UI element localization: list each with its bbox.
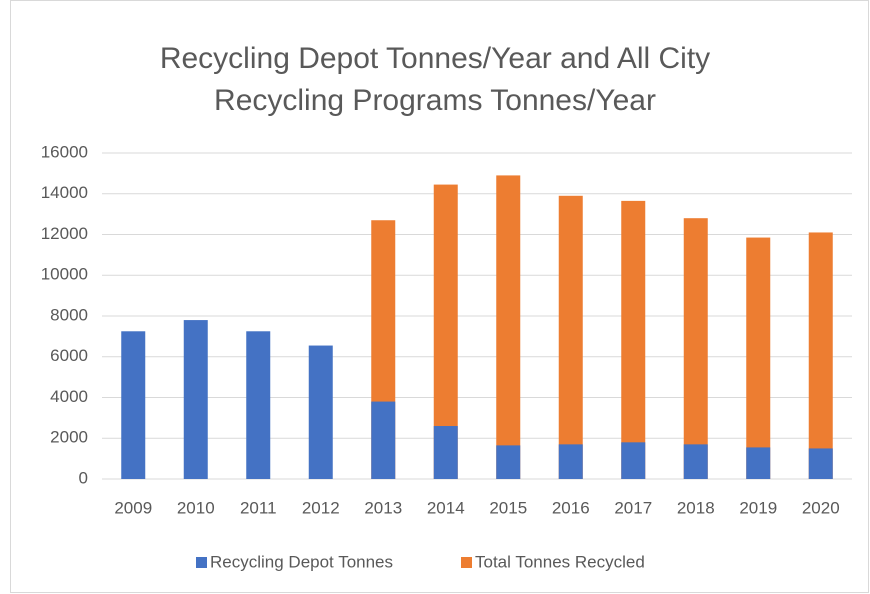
y-tick-label: 0 bbox=[79, 468, 88, 487]
legend-swatch bbox=[461, 557, 472, 568]
y-tick-label: 6000 bbox=[50, 346, 88, 365]
chart-title: Recycling Depot Tonnes/Year and All City… bbox=[159, 42, 711, 117]
x-tick-label: 2013 bbox=[364, 498, 402, 517]
x-tick-label: 2020 bbox=[802, 498, 840, 517]
y-tick-label: 14000 bbox=[41, 183, 88, 202]
bar bbox=[746, 237, 771, 479]
bar bbox=[683, 218, 708, 479]
bar bbox=[746, 447, 771, 479]
legend-label: Total Tonnes Recycled bbox=[475, 552, 645, 571]
y-tick-label: 12000 bbox=[41, 224, 88, 243]
y-tick-label: 16000 bbox=[41, 142, 88, 161]
bar bbox=[496, 175, 521, 479]
x-tick-label: 2018 bbox=[677, 498, 715, 517]
bar bbox=[621, 442, 646, 479]
legend-swatch bbox=[196, 557, 207, 568]
x-tick-label: 2017 bbox=[614, 498, 652, 517]
bar bbox=[621, 200, 646, 479]
bar bbox=[183, 320, 208, 479]
legend-label: Recycling Depot Tonnes bbox=[210, 552, 393, 571]
bar bbox=[246, 331, 271, 479]
bar bbox=[433, 426, 458, 479]
bar bbox=[808, 448, 833, 479]
bar bbox=[558, 195, 583, 479]
x-tick-label: 2019 bbox=[739, 498, 777, 517]
y-tick-label: 2000 bbox=[50, 428, 88, 447]
bar bbox=[683, 444, 708, 479]
x-tick-label: 2016 bbox=[552, 498, 590, 517]
y-tick-label: 8000 bbox=[50, 305, 88, 324]
bar bbox=[808, 232, 833, 479]
y-tick-label: 4000 bbox=[50, 387, 88, 406]
bar bbox=[121, 331, 146, 479]
bar bbox=[371, 401, 396, 479]
bar bbox=[496, 445, 521, 479]
x-tick-label: 2012 bbox=[302, 498, 340, 517]
x-tick-label: 2015 bbox=[489, 498, 527, 517]
bar bbox=[558, 444, 583, 479]
bar bbox=[308, 345, 333, 479]
x-tick-label: 2010 bbox=[177, 498, 215, 517]
x-tick-label: 2011 bbox=[240, 498, 277, 517]
y-tick-label: 10000 bbox=[41, 265, 88, 284]
x-tick-label: 2014 bbox=[427, 498, 465, 517]
x-tick-label: 2009 bbox=[114, 498, 152, 517]
